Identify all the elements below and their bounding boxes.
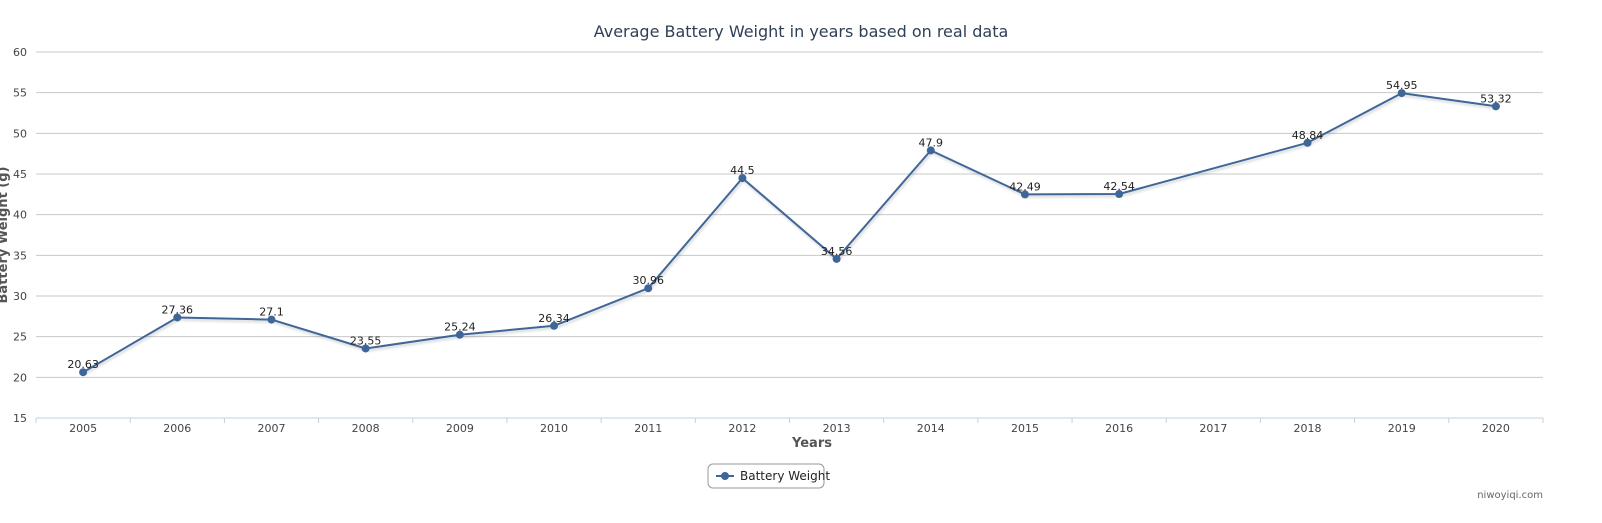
data-label-2012: 44.5 bbox=[730, 164, 755, 177]
data-label-2007: 27.1 bbox=[259, 306, 284, 319]
y-tick-label: 40 bbox=[13, 209, 27, 222]
data-label-2015: 42.49 bbox=[1009, 180, 1041, 193]
data-point-2010[interactable] bbox=[550, 321, 559, 330]
credit-text[interactable]: niwoyiqi.com bbox=[1477, 490, 1543, 501]
data-label-2010: 26.34 bbox=[538, 312, 570, 325]
x-tick-label: 2012 bbox=[728, 422, 756, 435]
data-point-2011[interactable] bbox=[644, 284, 653, 293]
x-tick-label: 2017 bbox=[1199, 422, 1227, 435]
data-point-2007[interactable] bbox=[267, 315, 276, 324]
data-point-2018[interactable] bbox=[1303, 138, 1312, 147]
data-labels: 20.63 27.36 27.1 23.55 25.24 26.34 30.96 44.5 34… bbox=[67, 79, 1511, 371]
data-label-2020: 53.32 bbox=[1480, 92, 1512, 105]
data-label-2009: 25.24 bbox=[444, 321, 476, 334]
data-label-2018: 48.84 bbox=[1292, 129, 1324, 142]
data-point-2014[interactable] bbox=[926, 146, 935, 155]
legend-item-battery-weight[interactable]: Battery Weight bbox=[740, 469, 830, 483]
x-tick-label: 2006 bbox=[163, 422, 191, 435]
x-tick-label: 2011 bbox=[634, 422, 662, 435]
y-tick-label: 60 bbox=[13, 46, 27, 59]
data-point-2016[interactable] bbox=[1115, 190, 1124, 199]
y-tick-label: 30 bbox=[13, 290, 27, 303]
x-tick-label: 2020 bbox=[1482, 422, 1510, 435]
x-axis-title: Years bbox=[791, 436, 832, 451]
data-label-2006: 27.36 bbox=[162, 303, 194, 316]
data-label-2016: 42.54 bbox=[1103, 180, 1135, 193]
x-tick-label: 2007 bbox=[257, 422, 285, 435]
legend-box bbox=[707, 463, 825, 489]
x-axis: 2005 2006 2007 2008 2009 2010 2011 2012 2013 2014… bbox=[35, 417, 1544, 435]
data-point-2015[interactable] bbox=[1020, 190, 1029, 199]
data-label-2013: 34.56 bbox=[821, 245, 853, 258]
data-point-2013[interactable] bbox=[832, 254, 841, 263]
data-point-2006[interactable] bbox=[173, 313, 182, 322]
x-tick-label: 2008 bbox=[352, 422, 380, 435]
y-axis-title: Battery Weight (g) bbox=[0, 167, 11, 304]
y-tick-label: 25 bbox=[13, 331, 27, 344]
x-tick-label: 2009 bbox=[446, 422, 474, 435]
data-point-2019[interactable] bbox=[1397, 89, 1406, 98]
data-point-2008[interactable] bbox=[361, 344, 370, 353]
y-tick-label: 15 bbox=[13, 412, 27, 425]
y-tick-label: 50 bbox=[13, 127, 27, 140]
grid-lines bbox=[36, 51, 1543, 378]
y-tick-label: 20 bbox=[13, 371, 27, 384]
x-tick-label: 2016 bbox=[1105, 422, 1133, 435]
x-tick-label: 2015 bbox=[1011, 422, 1039, 435]
data-label-2008: 23.55 bbox=[350, 334, 382, 347]
chart-title: Average Battery Weight in years based on… bbox=[594, 22, 1009, 41]
data-label-2005: 20.63 bbox=[67, 358, 99, 371]
data-label-2014: 47.9 bbox=[919, 136, 944, 149]
data-label-2011: 30.96 bbox=[632, 274, 664, 287]
x-tick-label: 2005 bbox=[69, 422, 97, 435]
data-point-2012[interactable] bbox=[738, 174, 747, 183]
x-tick-label: 2013 bbox=[823, 422, 851, 435]
series-line bbox=[82, 92, 1497, 374]
legend-point-marker bbox=[721, 472, 729, 480]
x-tick-label: 2010 bbox=[540, 422, 568, 435]
x-tick-label: 2018 bbox=[1294, 422, 1322, 435]
data-point-2020[interactable] bbox=[1491, 102, 1500, 111]
y-tick-label: 45 bbox=[13, 168, 27, 181]
y-axis-ticks: 15 20 25 30 35 40 45 50 55 60 bbox=[13, 46, 27, 425]
data-point-2005[interactable] bbox=[79, 368, 88, 377]
series-battery-weight bbox=[79, 89, 1500, 377]
legend[interactable]: Battery Weight bbox=[707, 463, 830, 489]
y-tick-label: 55 bbox=[13, 87, 27, 100]
data-point-2009[interactable] bbox=[455, 330, 464, 339]
data-label-2019: 54.95 bbox=[1386, 79, 1418, 92]
x-tick-label: 2019 bbox=[1388, 422, 1416, 435]
y-tick-label: 35 bbox=[13, 249, 27, 262]
x-tick-label: 2014 bbox=[917, 422, 945, 435]
